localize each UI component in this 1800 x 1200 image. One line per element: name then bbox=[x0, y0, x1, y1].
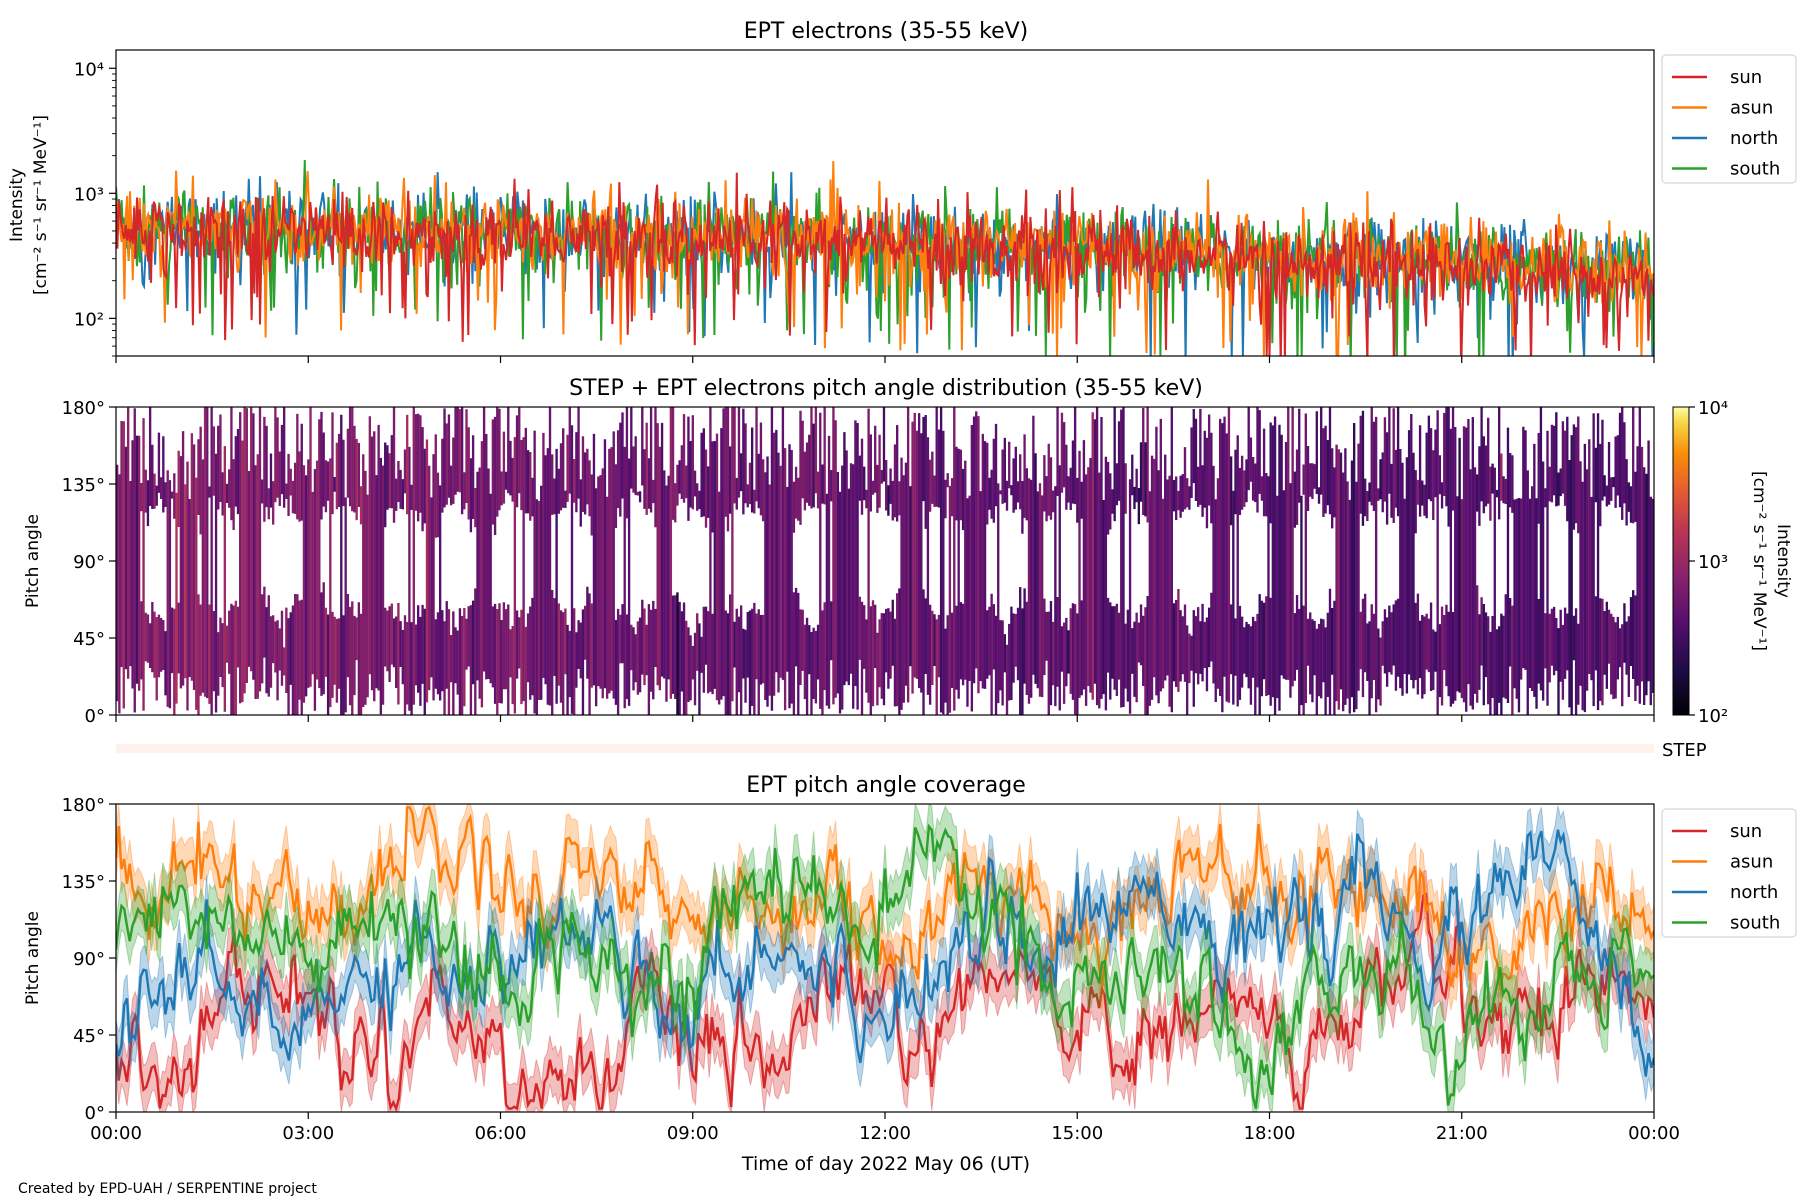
step-label: STEP bbox=[1662, 740, 1707, 761]
heatmap-cells bbox=[118, 407, 1644, 715]
heatmap-cells bbox=[120, 407, 1246, 715]
colorbar-ticks: 10² 10³ 10⁴ bbox=[1689, 398, 1728, 727]
legend-label-north: north bbox=[1730, 882, 1778, 903]
y-tick-label: 10⁴ bbox=[74, 59, 104, 80]
y-tick-label: 45° bbox=[73, 629, 105, 650]
legend-label-north: north bbox=[1730, 128, 1778, 149]
legend-label-sun: sun bbox=[1730, 67, 1762, 88]
band-asun bbox=[116, 804, 1654, 1014]
panel3-y-axis: 0° 45° 90° 135° 180° bbox=[62, 795, 116, 1124]
x-tick-label: 18:00 bbox=[1244, 1123, 1296, 1144]
y-tick-label: 10² bbox=[74, 309, 104, 330]
panel-pitch-angle-distribution: STEP + EPT electrons pitch angle distrib… bbox=[23, 376, 1793, 761]
heatmap-cells bbox=[135, 407, 1652, 715]
panel1-plot-area bbox=[116, 159, 1654, 356]
x-tick-label: 00:00 bbox=[90, 1123, 142, 1144]
panel1-yunit: [cm⁻² s⁻¹ sr⁻¹ MeV⁻¹] bbox=[31, 115, 51, 295]
x-axis-label: Time of day 2022 May 06 (UT) bbox=[741, 1153, 1030, 1175]
legend-label-south: south bbox=[1730, 913, 1780, 934]
panel1-x-ticks bbox=[115, 356, 1655, 363]
heatmap-cells bbox=[887, 459, 1382, 675]
legend-label-south: south bbox=[1730, 159, 1780, 180]
panel1-title: EPT electrons (35-55 keV) bbox=[744, 19, 1029, 44]
x-tick-label: 12:00 bbox=[859, 1123, 911, 1144]
legend-box bbox=[1661, 808, 1797, 938]
x-tick-label: 09:00 bbox=[667, 1123, 719, 1144]
panel1-y-axis: 10² 10³ 10⁴ bbox=[74, 59, 116, 357]
credit-text: Created by EPD-UAH / SERPENTINE project bbox=[18, 1181, 317, 1197]
panel3-ylabel: Pitch angle bbox=[23, 911, 43, 1005]
y-tick-label: 45° bbox=[73, 1026, 105, 1047]
panel2-ylabel: Pitch angle bbox=[23, 514, 43, 608]
colorbar-unit: [cm⁻² s⁻¹ sr⁻¹ MeV⁻¹] bbox=[1749, 471, 1769, 651]
y-tick-label: 135° bbox=[62, 872, 105, 893]
step-strip bbox=[116, 744, 1654, 753]
x-tick-label: 21:00 bbox=[1436, 1123, 1488, 1144]
y-tick-label: 180° bbox=[62, 795, 105, 816]
heatmap-cells bbox=[126, 407, 1420, 715]
panel1-legend: sun asun north south bbox=[1661, 54, 1797, 184]
y-tick-label: 135° bbox=[62, 475, 105, 496]
panel3-legend: sun asun north south bbox=[1661, 808, 1797, 938]
panel-pitch-angle-coverage: EPT pitch angle coverage Pitch angle 0° 4… bbox=[23, 773, 1797, 1175]
series-line-sun bbox=[116, 892, 1654, 1112]
band-north bbox=[116, 805, 1654, 1101]
panel3-plot-area bbox=[116, 804, 1654, 1112]
panel2-x-ticks bbox=[115, 715, 1655, 722]
y-tick-label: 0° bbox=[85, 706, 105, 727]
colorbar-tick-label: 10² bbox=[1698, 706, 1728, 727]
x-tick-label: 03:00 bbox=[282, 1123, 334, 1144]
panel3-title: EPT pitch angle coverage bbox=[746, 773, 1026, 798]
legend-label-sun: sun bbox=[1730, 821, 1762, 842]
x-axis: 00:00 03:00 06:00 09:00 12:00 15:00 18:00 21:00… bbox=[90, 1112, 1680, 1144]
series-line-asun bbox=[116, 805, 1654, 990]
heatmap-cells bbox=[208, 414, 429, 715]
series-line-south bbox=[116, 823, 1654, 1109]
panel1-ylabel: Intensity bbox=[7, 168, 27, 242]
panel2-heatmap bbox=[116, 407, 1654, 715]
y-tick-label: 180° bbox=[62, 398, 105, 419]
x-tick-label: 15:00 bbox=[1051, 1123, 1103, 1144]
legend-label-asun: asun bbox=[1730, 98, 1773, 119]
heatmap-cells bbox=[124, 407, 1617, 715]
heatmap-cells bbox=[175, 484, 187, 704]
colorbar-tick-label: 10⁴ bbox=[1698, 398, 1728, 419]
series-line-sun bbox=[116, 172, 1654, 356]
panel-intensity: EPT electrons (35-55 keV) Intensity [cm⁻… bbox=[7, 19, 1797, 363]
legend-box bbox=[1661, 54, 1797, 184]
x-tick-label: 06:00 bbox=[475, 1123, 527, 1144]
y-tick-label: 90° bbox=[73, 949, 105, 970]
y-tick-label: 10³ bbox=[74, 184, 104, 205]
panel2-title: STEP + EPT electrons pitch angle distrib… bbox=[569, 376, 1203, 401]
y-tick-label: 90° bbox=[73, 552, 105, 573]
series-line-north bbox=[116, 829, 1654, 1077]
colorbar bbox=[1672, 406, 1690, 716]
legend-label-asun: asun bbox=[1730, 852, 1773, 873]
x-tick-label: 00:00 bbox=[1628, 1123, 1680, 1144]
colorbar-label: Intensity bbox=[1773, 524, 1793, 598]
panel2-y-axis: 0° 45° 90° 135° 180° bbox=[62, 398, 116, 727]
heatmap-cells bbox=[676, 592, 679, 715]
colorbar-tick-label: 10³ bbox=[1698, 552, 1728, 573]
y-tick-label: 0° bbox=[85, 1103, 105, 1124]
